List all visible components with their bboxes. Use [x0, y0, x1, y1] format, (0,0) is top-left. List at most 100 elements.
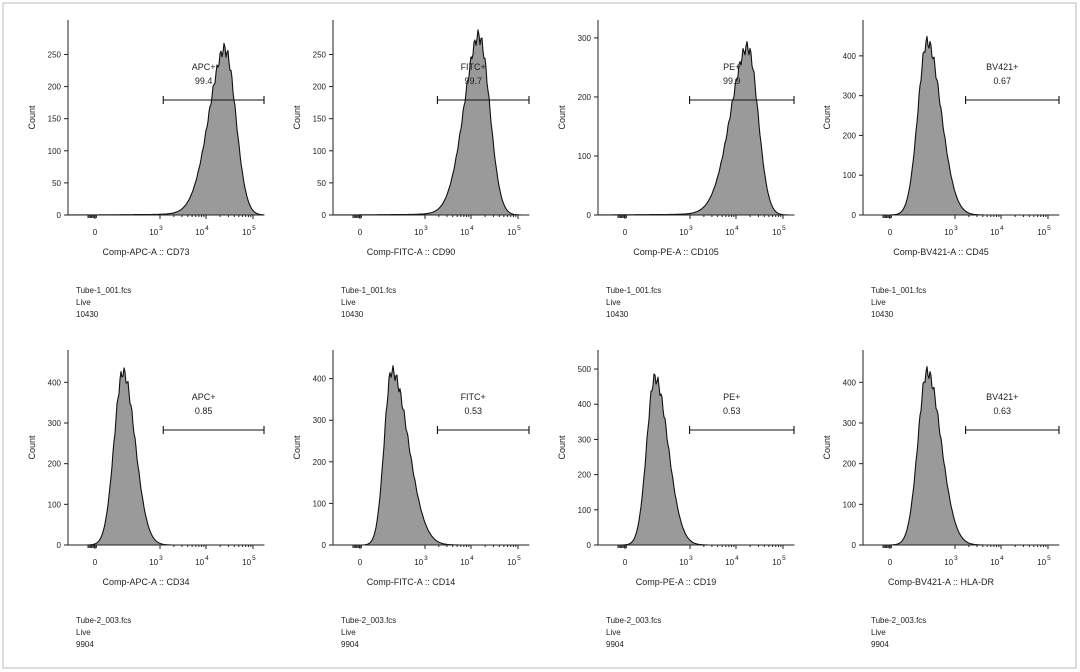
gate-name: BV421+: [986, 62, 1018, 72]
x-tick-label: 104: [195, 225, 209, 237]
event-count: 9904: [606, 640, 624, 649]
histogram-curve: [862, 366, 1060, 546]
y-tick-label: 100: [313, 499, 327, 508]
y-tick-label: 100: [578, 152, 592, 161]
x-tick-label: 105: [507, 225, 521, 237]
y-tick-label: 300: [578, 435, 592, 444]
gate-percent: 99.7: [464, 76, 482, 86]
x-tick-label: 104: [460, 555, 474, 567]
event-count: 10430: [341, 310, 364, 319]
population-name: Live: [76, 628, 91, 637]
x-tick-label: 105: [772, 225, 786, 237]
event-count: 9904: [341, 640, 359, 649]
y-tick-label: 100: [313, 147, 327, 156]
y-tick-label: 400: [578, 400, 592, 409]
population-name: Live: [606, 298, 621, 307]
y-tick-label: 200: [578, 471, 592, 480]
y-tick-label: 0: [322, 211, 327, 220]
file-name: Tube-2_003.fcs: [76, 616, 131, 625]
y-tick-label: 50: [317, 179, 326, 188]
x-tick-label: 105: [1037, 225, 1051, 237]
x-tick-label-zero: 0: [888, 228, 893, 237]
y-axis-label: Count: [292, 105, 302, 130]
y-tick-label: 400: [843, 378, 857, 387]
gate-name: FITC+: [461, 62, 486, 72]
y-tick-label: 100: [843, 500, 857, 509]
population-name: Live: [341, 298, 356, 307]
y-axis-label: Count: [822, 105, 832, 130]
gate-percent: 0.67: [994, 76, 1012, 86]
event-count: 10430: [76, 310, 99, 319]
gate-name: PE+: [723, 62, 740, 72]
x-tick-label: 104: [460, 225, 474, 237]
y-tick-label: 300: [843, 419, 857, 428]
y-tick-label: 200: [313, 83, 327, 92]
y-tick-label: 300: [578, 34, 592, 43]
x-tick-label: 103: [414, 555, 428, 567]
file-name: Tube-1_001.fcs: [341, 286, 396, 295]
population-name: Live: [606, 628, 621, 637]
gate-percent: 0.85: [195, 406, 213, 416]
x-tick-label: 103: [149, 225, 163, 237]
y-tick-label: 150: [313, 115, 327, 124]
x-tick-label-zero: 0: [623, 228, 628, 237]
population-name: Live: [871, 298, 886, 307]
y-tick-label: 50: [52, 179, 61, 188]
y-axis-label: Count: [557, 105, 567, 130]
x-tick-label: 104: [725, 555, 739, 567]
x-tick-label: 104: [990, 225, 1004, 237]
x-tick-label: 105: [772, 555, 786, 567]
x-tick-label: 103: [149, 555, 163, 567]
y-tick-label: 0: [322, 541, 327, 550]
file-name: Tube-1_001.fcs: [606, 286, 661, 295]
y-tick-label: 100: [48, 500, 62, 509]
event-count: 9904: [871, 640, 889, 649]
event-count: 10430: [606, 310, 629, 319]
y-tick-label: 300: [843, 92, 857, 101]
x-axis-label: Comp-FITC-A :: CD14: [367, 577, 456, 587]
histogram-curve: [67, 367, 265, 546]
x-tick-label: 105: [507, 555, 521, 567]
x-axis-label: Comp-BV421-A :: HLA-DR: [888, 577, 995, 587]
y-tick-label: 100: [843, 171, 857, 180]
y-tick-label: 100: [578, 506, 592, 515]
population-name: Live: [871, 628, 886, 637]
x-tick-label: 104: [195, 555, 209, 567]
x-axis-label: Comp-BV421-A :: CD45: [893, 247, 989, 257]
file-name: Tube-2_003.fcs: [341, 616, 396, 625]
y-tick-label: 0: [852, 211, 857, 220]
y-tick-label: 200: [578, 93, 592, 102]
y-tick-label: 200: [48, 460, 62, 469]
y-tick-label: 0: [57, 211, 62, 220]
x-tick-label: 103: [944, 555, 958, 567]
gate-name: APC+: [192, 392, 216, 402]
gate-percent: 0.63: [994, 406, 1012, 416]
y-axis-label: Count: [822, 435, 832, 460]
x-axis-label: Comp-APC-A :: CD73: [102, 247, 189, 257]
x-tick-label: 105: [1037, 555, 1051, 567]
x-tick-label-zero: 0: [93, 558, 98, 567]
x-tick-label-zero: 0: [93, 228, 98, 237]
y-tick-label: 0: [57, 541, 62, 550]
x-axis-label: Comp-FITC-A :: CD90: [367, 247, 456, 257]
y-tick-label: 0: [852, 541, 857, 550]
y-tick-label: 150: [48, 115, 62, 124]
x-tick-label: 104: [990, 555, 1004, 567]
histogram-curve: [862, 35, 1060, 216]
y-tick-label: 0: [587, 211, 592, 220]
x-axis-label: Comp-PE-A :: CD19: [636, 577, 717, 587]
gate-name: BV421+: [986, 392, 1018, 402]
x-tick-label-zero: 0: [358, 558, 363, 567]
y-tick-label: 400: [48, 378, 62, 387]
y-axis-label: Count: [27, 105, 37, 130]
histogram-curve: [332, 29, 530, 216]
file-name: Tube-1_001.fcs: [871, 286, 926, 295]
